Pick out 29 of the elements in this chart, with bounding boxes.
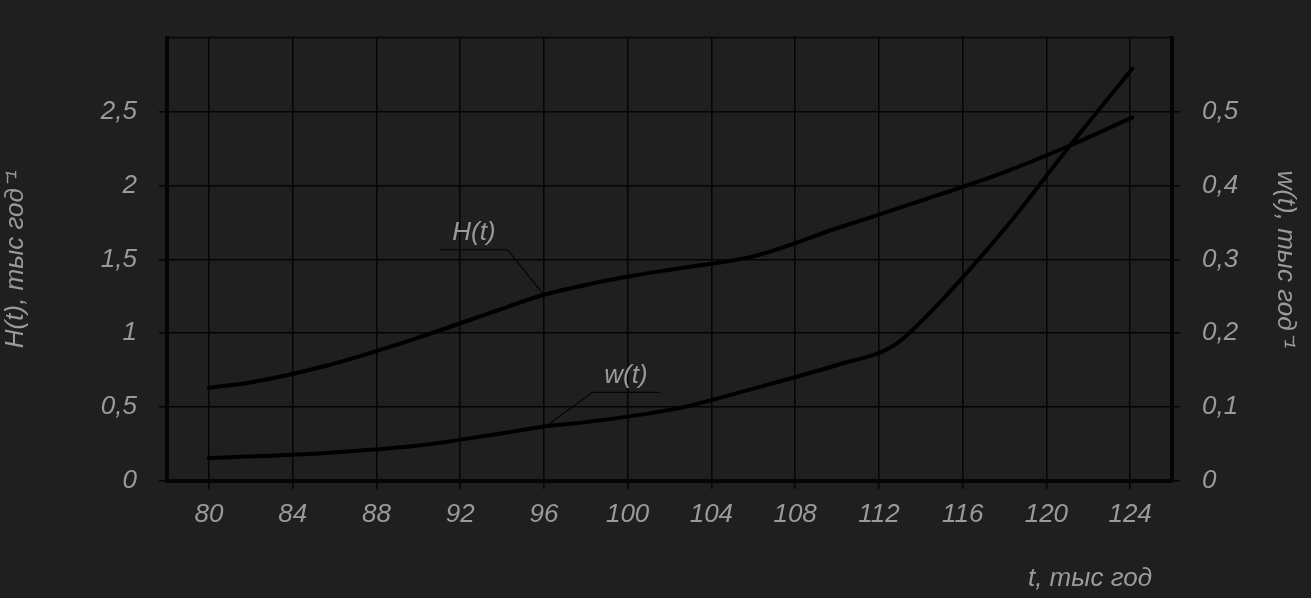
y2-tick-label: 0,4 (1202, 168, 1239, 199)
y-tick-label: 2 (121, 168, 138, 199)
series-label: w(t) (604, 358, 648, 389)
x-tick-label: 108 (773, 497, 818, 528)
x-tick-label: 80 (194, 497, 224, 528)
text: H(t) (452, 216, 496, 247)
x-tick-label: 120 (1024, 497, 1069, 528)
x-tick-label: 96 (529, 497, 559, 528)
y2-axis-title: w(t), тыс год⁻¹ (1272, 170, 1303, 349)
x-tick-label: 124 (1108, 497, 1152, 528)
y2-tick-label: 0 (1202, 464, 1217, 495)
y-tick-label: 1 (122, 316, 137, 347)
y2-tick-label: 0,1 (1202, 390, 1239, 421)
y2-tick-label: 0,5 (1202, 94, 1239, 125)
y-axis-title: H(t), тыс год⁻¹ (0, 170, 29, 349)
y-tick-label: 2,5 (99, 94, 138, 125)
x-tick-label: 92 (445, 497, 476, 528)
x-tick-label: 112 (858, 497, 901, 528)
y-tick-label: 0,5 (100, 390, 138, 421)
x-tick-label: 104 (689, 497, 734, 528)
y2-tick-label: 0,2 (1202, 316, 1239, 347)
y-tick-label: 0 (122, 464, 138, 495)
x-tick-label: 84 (278, 497, 308, 528)
y-tick-label: 1,5 (100, 242, 138, 273)
x-tick-label: 88 (361, 497, 392, 528)
y2-tick-label: 0,3 (1202, 242, 1239, 273)
x-axis-title: t, тыс год (1027, 562, 1152, 593)
x-tick-label: 116 (941, 497, 984, 528)
x-tick-label: 100 (605, 497, 650, 528)
